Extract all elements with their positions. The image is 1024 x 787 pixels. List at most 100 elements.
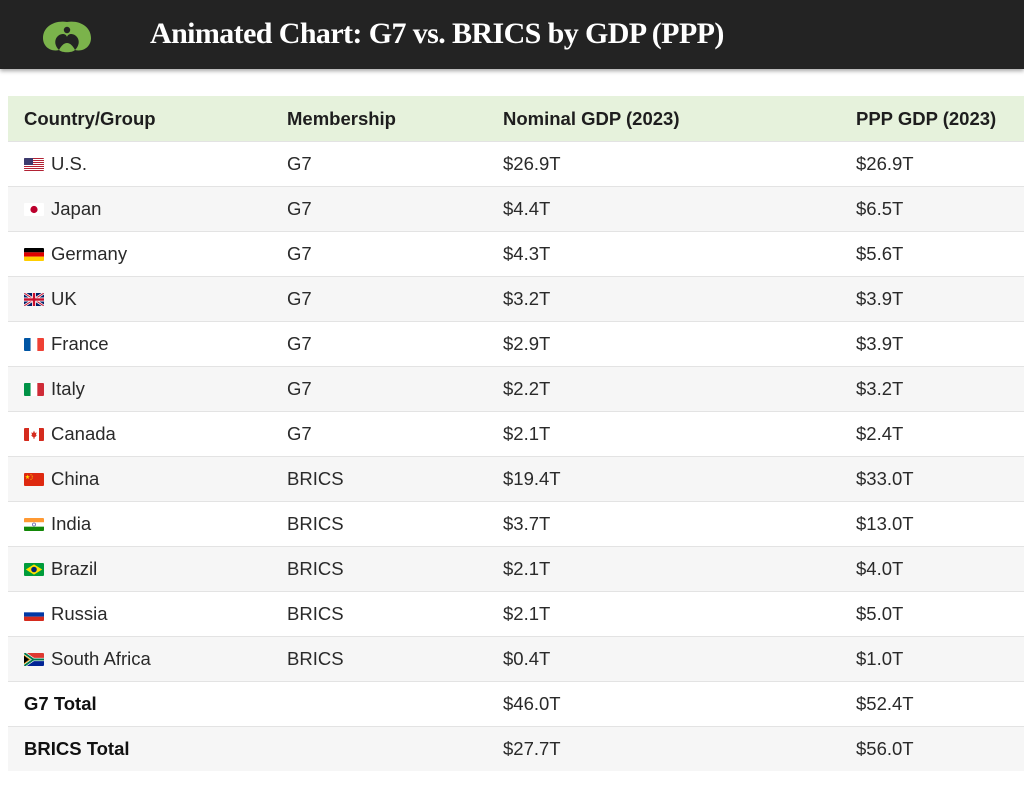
column-header-nominal-gdp: Nominal GDP (2023) [503,107,680,129]
country-cell: UK [8,276,271,322]
membership-cell: G7 [271,141,487,187]
table-row: India BRICS $3.7T $13.0T [8,501,1024,547]
japan-flag-icon [24,203,44,216]
gdp-table: Country/Group Membership Nominal GDP (20… [8,96,1024,771]
nominal-gdp-cell: $4.3T [487,231,840,277]
country-name: Canada [51,423,116,444]
membership-cell: BRICS [271,636,487,682]
ppp-gdp-cell: $52.4T [840,681,1024,727]
uk-flag-icon [24,293,44,306]
country-cell: Germany [8,231,271,277]
ppp-gdp-cell: $13.0T [840,501,1024,547]
ppp-gdp-cell: $3.9T [840,276,1024,322]
table-row: South Africa BRICS $0.4T $1.0T [8,636,1024,682]
table-row-total: G7 Total $46.0T $52.4T [8,681,1024,727]
visual-capitalist-logo-icon[interactable] [40,18,94,54]
table-row-total: BRICS Total $27.7T $56.0T [8,726,1024,771]
column-header-membership: Membership [287,107,396,129]
nominal-gdp-cell: $46.0T [487,681,840,727]
nominal-gdp-cell: $2.1T [487,546,840,592]
us-flag-icon [24,158,44,171]
brazil-flag-icon [24,563,44,576]
table-row: Germany G7 $4.3T $5.6T [8,231,1024,277]
country-name: Brazil [51,558,98,579]
nominal-gdp-cell: $0.4T [487,636,840,682]
country-cell: Russia [8,591,271,637]
membership-cell [271,726,487,771]
nominal-gdp-cell: $27.7T [487,726,840,771]
country-name: Italy [51,378,85,399]
ppp-gdp-cell: $2.4T [840,411,1024,457]
membership-cell: G7 [271,231,487,277]
china-flag-icon [24,473,44,486]
column-header-ppp-gdp: PPP GDP (2023) [856,107,997,129]
country-cell: U.S. [8,141,271,187]
membership-cell: G7 [271,276,487,322]
country-name: U.S. [51,153,87,174]
table-row: China BRICS $19.4T $33.0T [8,456,1024,502]
south-africa-flag-icon [24,653,44,666]
table-row: Italy G7 $2.2T $3.2T [8,366,1024,412]
membership-cell: BRICS [271,591,487,637]
ppp-gdp-cell: $6.5T [840,186,1024,232]
membership-cell: G7 [271,366,487,412]
country-cell: Italy [8,366,271,412]
country-name: Germany [51,243,128,264]
country-cell: Canada [8,411,271,457]
membership-cell: G7 [271,411,487,457]
nominal-gdp-cell: $2.1T [487,411,840,457]
nominal-gdp-cell: $3.7T [487,501,840,547]
nominal-gdp-cell: $2.1T [487,591,840,637]
ppp-gdp-cell: $3.9T [840,321,1024,367]
country-cell: Brazil [8,546,271,592]
nominal-gdp-cell: $26.9T [487,141,840,187]
canada-flag-icon [24,428,44,441]
table-row: Canada G7 $2.1T $2.4T [8,411,1024,457]
nominal-gdp-cell: $2.2T [487,366,840,412]
ppp-gdp-cell: $5.0T [840,591,1024,637]
country-cell: China [8,456,271,502]
membership-cell: BRICS [271,456,487,502]
ppp-gdp-cell: $5.6T [840,231,1024,277]
country-name: Japan [51,198,102,219]
nominal-gdp-cell: $3.2T [487,276,840,322]
country-name: UK [51,288,77,309]
ppp-gdp-cell: $1.0T [840,636,1024,682]
country-cell: Japan [8,186,271,232]
ppp-gdp-cell: $26.9T [840,141,1024,187]
india-flag-icon [24,518,44,531]
table-row: UK G7 $3.2T $3.9T [8,276,1024,322]
membership-cell: G7 [271,321,487,367]
country-name: India [51,513,92,534]
header-banner: Animated Chart: G7 vs. BRICS by GDP (PPP… [0,0,1024,69]
nominal-gdp-cell: $4.4T [487,186,840,232]
country-cell: India [8,501,271,547]
country-name: Russia [51,603,108,624]
column-header-country: Country/Group [24,107,156,129]
ppp-gdp-cell: $56.0T [840,726,1024,771]
membership-cell [271,681,487,727]
membership-cell: BRICS [271,546,487,592]
page-title: Animated Chart: G7 vs. BRICS by GDP (PPP… [150,17,724,50]
table-row: Brazil BRICS $2.1T $4.0T [8,546,1024,592]
italy-flag-icon [24,383,44,396]
group-total-name: G7 Total [8,681,271,727]
table-row: Russia BRICS $2.1T $5.0T [8,591,1024,637]
gdp-table-container: Country/Group Membership Nominal GDP (20… [8,96,1024,771]
table-row: France G7 $2.9T $3.9T [8,321,1024,367]
ppp-gdp-cell: $4.0T [840,546,1024,592]
group-total-name: BRICS Total [8,726,271,771]
france-flag-icon [24,338,44,351]
germany-flag-icon [24,248,44,261]
ppp-gdp-cell: $33.0T [840,456,1024,502]
ppp-gdp-cell: $3.2T [840,366,1024,412]
table-header-row: Country/Group Membership Nominal GDP (20… [8,96,1024,142]
nominal-gdp-cell: $2.9T [487,321,840,367]
country-name: China [51,468,100,489]
russia-flag-icon [24,608,44,621]
country-cell: South Africa [8,636,271,682]
membership-cell: G7 [271,186,487,232]
table-row: U.S. G7 $26.9T $26.9T [8,141,1024,187]
country-name: France [51,333,109,354]
membership-cell: BRICS [271,501,487,547]
